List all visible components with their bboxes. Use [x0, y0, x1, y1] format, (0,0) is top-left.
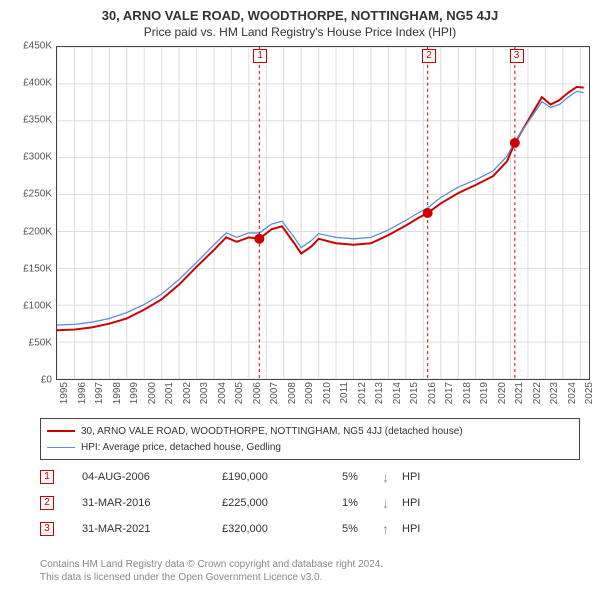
y-tick-label: £50K [29, 337, 52, 348]
plot-svg [57, 47, 589, 379]
legend-swatch-property [47, 430, 75, 432]
x-axis: 1995 1996 1997 1998 1999 2000 2001 2002 2003 2004… [56, 380, 590, 406]
x-tick-label: 2004 [217, 382, 228, 404]
x-tick-label: 2009 [304, 382, 315, 404]
x-tick-label: 2002 [182, 382, 193, 404]
footer-line-1: Contains HM Land Registry data © Crown c… [40, 558, 383, 571]
legend-row-hpi: HPI: Average price, detached house, Gedl… [47, 439, 573, 455]
event-pct: 5% [342, 523, 382, 535]
y-tick-label: £150K [23, 263, 52, 274]
y-tick-label: £300K [23, 152, 52, 163]
y-tick-label: £100K [23, 300, 52, 311]
sale-marker-box: 3 [510, 49, 524, 63]
x-tick-label: 2007 [269, 382, 280, 404]
event-price: £225,000 [222, 497, 342, 509]
arrow-icon: ↑ [382, 521, 402, 537]
event-date: 31-MAR-2016 [82, 497, 222, 509]
event-hpi-label: HPI [402, 471, 420, 483]
x-tick-label: 2006 [252, 382, 263, 404]
y-tick-label: £0 [41, 375, 52, 386]
x-tick-label: 2022 [532, 382, 543, 404]
y-tick-label: £450K [23, 41, 52, 52]
x-tick-label: 1995 [59, 382, 70, 404]
event-number-box: 2 [40, 496, 54, 510]
event-price: £320,000 [222, 523, 342, 535]
chart-subtitle: Price paid vs. HM Land Registry's House … [0, 25, 600, 39]
event-hpi-label: HPI [402, 497, 420, 509]
legend-label-property: 30, ARNO VALE ROAD, WOODTHORPE, NOTTINGH… [81, 426, 463, 437]
chart-area: £0 £50K £100K £150K £200K £250K £300K £350K £400… [10, 46, 590, 406]
event-price: £190,000 [222, 471, 342, 483]
event-date: 31-MAR-2021 [82, 523, 222, 535]
x-tick-label: 2023 [549, 382, 560, 404]
x-tick-label: 2019 [479, 382, 490, 404]
event-date: 04-AUG-2006 [82, 471, 222, 483]
arrow-icon: ↓ [382, 495, 402, 511]
event-row: 1 04-AUG-2006£190,0005%↓HPI [40, 464, 580, 490]
event-hpi-label: HPI [402, 523, 420, 535]
sale-marker-box: 2 [422, 49, 436, 63]
x-tick-label: 2018 [462, 382, 473, 404]
x-tick-label: 2013 [374, 382, 385, 404]
x-tick-label: 2012 [357, 382, 368, 404]
legend-label-hpi: HPI: Average price, detached house, Gedl… [81, 442, 281, 453]
chart-title: 30, ARNO VALE ROAD, WOODTHORPE, NOTTINGH… [0, 8, 600, 23]
x-tick-label: 2011 [339, 382, 350, 404]
x-tick-label: 1999 [129, 382, 140, 404]
y-tick-label: £200K [23, 226, 52, 237]
x-tick-label: 2016 [427, 382, 438, 404]
legend: 30, ARNO VALE ROAD, WOODTHORPE, NOTTINGH… [40, 418, 580, 460]
x-tick-label: 2025 [584, 382, 595, 404]
event-number-box: 1 [40, 470, 54, 484]
x-tick-label: 2008 [287, 382, 298, 404]
event-row: 2 31-MAR-2016£225,0001%↓HPI [40, 490, 580, 516]
y-tick-label: £350K [23, 115, 52, 126]
x-tick-label: 2003 [199, 382, 210, 404]
sale-marker-box: 1 [253, 49, 267, 63]
x-tick-label: 2000 [147, 382, 158, 404]
event-pct: 1% [342, 497, 382, 509]
y-tick-label: £250K [23, 189, 52, 200]
arrow-icon: ↓ [382, 469, 402, 485]
x-tick-label: 1997 [94, 382, 105, 404]
x-tick-label: 2015 [409, 382, 420, 404]
footer: Contains HM Land Registry data © Crown c… [40, 558, 383, 584]
event-row: 3 31-MAR-2021£320,0005%↑HPI [40, 516, 580, 542]
x-tick-label: 2017 [444, 382, 455, 404]
event-pct: 5% [342, 471, 382, 483]
legend-swatch-hpi [47, 447, 75, 448]
chart-titles: 30, ARNO VALE ROAD, WOODTHORPE, NOTTINGH… [0, 0, 600, 39]
x-tick-label: 1996 [77, 382, 88, 404]
plot-area: 1 2 3 [56, 46, 590, 380]
x-tick-label: 2020 [497, 382, 508, 404]
x-tick-label: 2024 [567, 382, 578, 404]
x-tick-label: 2010 [322, 382, 333, 404]
x-tick-label: 2021 [514, 382, 525, 404]
footer-line-2: This data is licensed under the Open Gov… [40, 571, 383, 584]
x-tick-label: 1998 [112, 382, 123, 404]
event-number-box: 3 [40, 522, 54, 536]
y-axis: £0 £50K £100K £150K £200K £250K £300K £350K £400… [10, 46, 56, 406]
y-tick-label: £400K [23, 78, 52, 89]
x-tick-label: 2001 [164, 382, 175, 404]
legend-row-property: 30, ARNO VALE ROAD, WOODTHORPE, NOTTINGH… [47, 423, 573, 439]
x-tick-label: 2005 [234, 382, 245, 404]
x-tick-label: 2014 [392, 382, 403, 404]
events-table: 104-AUG-2006£190,0005%↓HPI231-MAR-2016£2… [40, 464, 580, 542]
